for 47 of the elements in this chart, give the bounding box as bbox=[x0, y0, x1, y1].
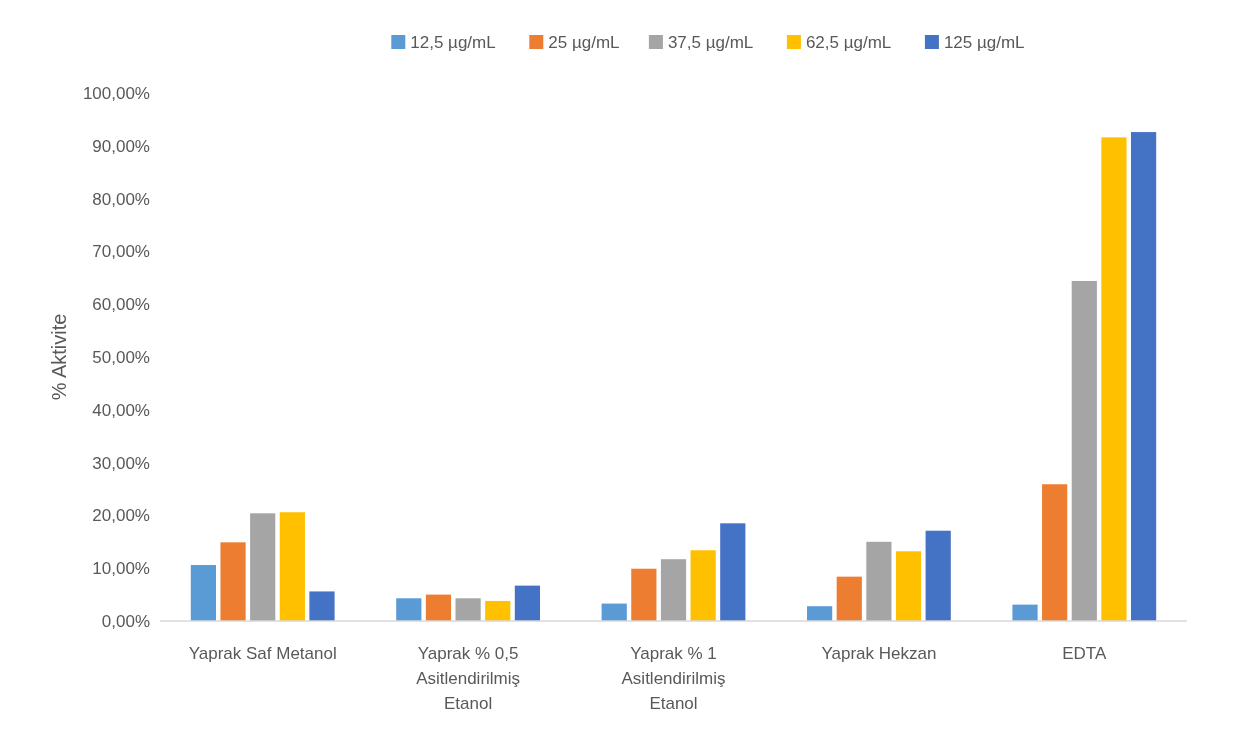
bar bbox=[690, 550, 716, 621]
bar bbox=[514, 585, 540, 621]
bar bbox=[485, 600, 511, 621]
bar bbox=[220, 542, 246, 621]
bar bbox=[895, 551, 922, 621]
y-tick-label: 70,00% bbox=[92, 242, 150, 262]
y-tick-label: 50,00% bbox=[92, 347, 150, 367]
bar bbox=[631, 568, 657, 621]
y-tick-label: 80,00% bbox=[92, 189, 150, 209]
bar bbox=[660, 559, 687, 621]
bar bbox=[455, 598, 481, 621]
y-axis-title: % Aktivite bbox=[48, 313, 70, 401]
y-tick-label: 40,00% bbox=[92, 400, 150, 420]
x-tick-label: Yaprak Hekzan bbox=[821, 644, 937, 663]
bar bbox=[1071, 280, 1097, 621]
x-tick-label: Yaprak Saf Metanol bbox=[188, 644, 337, 663]
legend-label: 37,5 µg/mL bbox=[667, 32, 754, 52]
y-tick-label: 60,00% bbox=[92, 295, 150, 315]
y-tick-label: 20,00% bbox=[92, 506, 150, 526]
legend-label: 62,5 µg/mL bbox=[805, 32, 892, 52]
bar bbox=[309, 591, 335, 621]
bar bbox=[1130, 132, 1157, 621]
y-tick-label: 0,00% bbox=[101, 611, 150, 631]
bar bbox=[190, 565, 217, 621]
bar bbox=[720, 523, 746, 621]
x-tick-label: Yaprak % 0,5 Asitlendirilmiş Etanol bbox=[416, 644, 521, 713]
bar bbox=[866, 541, 892, 621]
x-tick-label: EDTA bbox=[1062, 644, 1107, 663]
bar bbox=[836, 576, 862, 621]
y-tick-label: 90,00% bbox=[92, 136, 150, 156]
bar bbox=[425, 594, 452, 621]
bar bbox=[925, 530, 951, 621]
legend-label: 125 µg/mL bbox=[943, 32, 1025, 52]
bar bbox=[601, 603, 627, 621]
bar bbox=[396, 598, 422, 621]
legend-label: 25 µg/mL bbox=[548, 32, 620, 52]
y-tick-label: 100,00% bbox=[82, 83, 150, 103]
y-tick-label: 30,00% bbox=[92, 453, 150, 473]
legend-label: 12,5 µg/mL bbox=[410, 32, 496, 52]
bar bbox=[279, 512, 305, 621]
x-tick-label: Yaprak % 1 Asitlendirilmiş Etanol bbox=[621, 644, 726, 713]
bar bbox=[1012, 604, 1038, 621]
bar bbox=[807, 606, 833, 621]
bar bbox=[1101, 137, 1127, 621]
bar bbox=[1042, 484, 1068, 621]
bar bbox=[250, 513, 276, 621]
y-tick-label: 10,00% bbox=[92, 559, 150, 579]
